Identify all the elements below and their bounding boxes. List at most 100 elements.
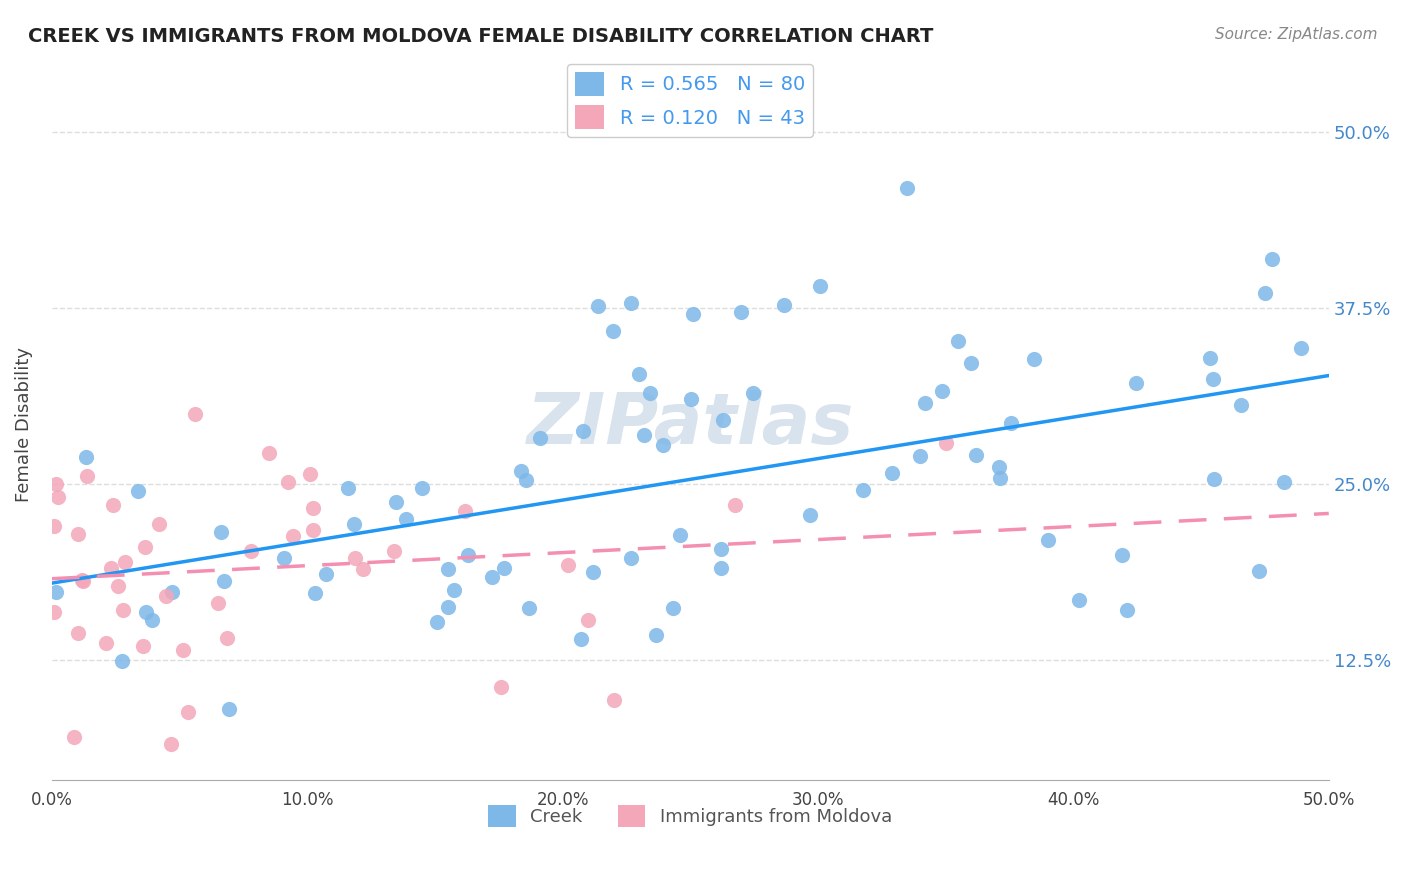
Point — [443, 583, 465, 598]
Point — [1038, 533, 1060, 548]
Point — [481, 569, 503, 583]
Point — [935, 436, 957, 450]
Point — [723, 498, 745, 512]
Point — [603, 693, 626, 707]
Point — [1272, 475, 1295, 490]
Point — [773, 297, 796, 311]
Point — [799, 508, 821, 522]
Point — [177, 705, 200, 719]
Point — [257, 446, 280, 460]
Point — [457, 548, 479, 562]
Point — [132, 639, 155, 653]
Point — [1289, 341, 1312, 355]
Point — [569, 632, 592, 646]
Point — [352, 562, 374, 576]
Point — [101, 498, 124, 512]
Point — [44, 519, 66, 533]
Point — [299, 467, 322, 481]
Point — [159, 738, 181, 752]
Point — [620, 295, 643, 310]
Point — [218, 702, 240, 716]
Point — [302, 501, 325, 516]
Point — [682, 307, 704, 321]
Point — [426, 615, 449, 629]
Point — [44, 476, 66, 491]
Point — [988, 471, 1011, 485]
Point — [645, 628, 668, 642]
Point — [215, 631, 238, 645]
Point — [111, 603, 134, 617]
Point — [882, 466, 904, 480]
Point — [437, 561, 460, 575]
Point — [914, 396, 936, 410]
Point — [141, 613, 163, 627]
Point — [172, 643, 194, 657]
Point — [965, 448, 987, 462]
Point — [436, 600, 458, 615]
Point — [619, 550, 641, 565]
Point — [1247, 564, 1270, 578]
Point — [1111, 548, 1133, 562]
Point — [668, 528, 690, 542]
Text: Source: ZipAtlas.com: Source: ZipAtlas.com — [1215, 27, 1378, 42]
Point — [509, 464, 531, 478]
Point — [76, 469, 98, 483]
Point — [277, 475, 299, 490]
Point — [1230, 398, 1253, 412]
Point — [382, 544, 405, 558]
Point — [1202, 472, 1225, 486]
Point — [44, 606, 66, 620]
Point — [710, 541, 733, 556]
Point — [75, 450, 97, 464]
Point — [578, 613, 600, 627]
Point — [681, 392, 703, 407]
Point — [45, 584, 67, 599]
Point — [948, 334, 970, 349]
Point — [628, 367, 651, 381]
Point — [281, 529, 304, 543]
Y-axis label: Female Disability: Female Disability — [15, 347, 32, 501]
Point — [454, 503, 477, 517]
Point — [66, 626, 89, 640]
Point — [70, 574, 93, 588]
Point — [494, 561, 516, 575]
Point — [148, 516, 170, 531]
Point — [100, 561, 122, 575]
Point — [212, 574, 235, 589]
Point — [896, 181, 918, 195]
Point — [1198, 351, 1220, 365]
Point — [730, 305, 752, 319]
Point — [343, 550, 366, 565]
Point — [1254, 285, 1277, 300]
Point — [395, 512, 418, 526]
Point — [96, 635, 118, 649]
Point — [1000, 417, 1022, 431]
Point — [209, 525, 232, 540]
Point — [304, 585, 326, 599]
Point — [67, 526, 90, 541]
Point — [207, 597, 229, 611]
Point — [343, 516, 366, 531]
Point — [633, 428, 655, 442]
Point — [63, 731, 86, 745]
Point — [46, 490, 69, 504]
Point — [114, 555, 136, 569]
Point — [184, 407, 207, 421]
Point — [301, 523, 323, 537]
Point — [1115, 603, 1137, 617]
Point — [239, 544, 262, 558]
Point — [1022, 351, 1045, 366]
Point — [581, 565, 603, 579]
Point — [1125, 376, 1147, 390]
Point — [651, 438, 673, 452]
Point — [640, 385, 662, 400]
Point — [586, 299, 609, 313]
Point — [127, 483, 149, 498]
Point — [808, 279, 831, 293]
Point — [107, 579, 129, 593]
Point — [987, 460, 1010, 475]
Text: ZIPatlas: ZIPatlas — [527, 390, 853, 458]
Point — [111, 654, 134, 668]
Point — [273, 551, 295, 566]
Point — [662, 600, 685, 615]
